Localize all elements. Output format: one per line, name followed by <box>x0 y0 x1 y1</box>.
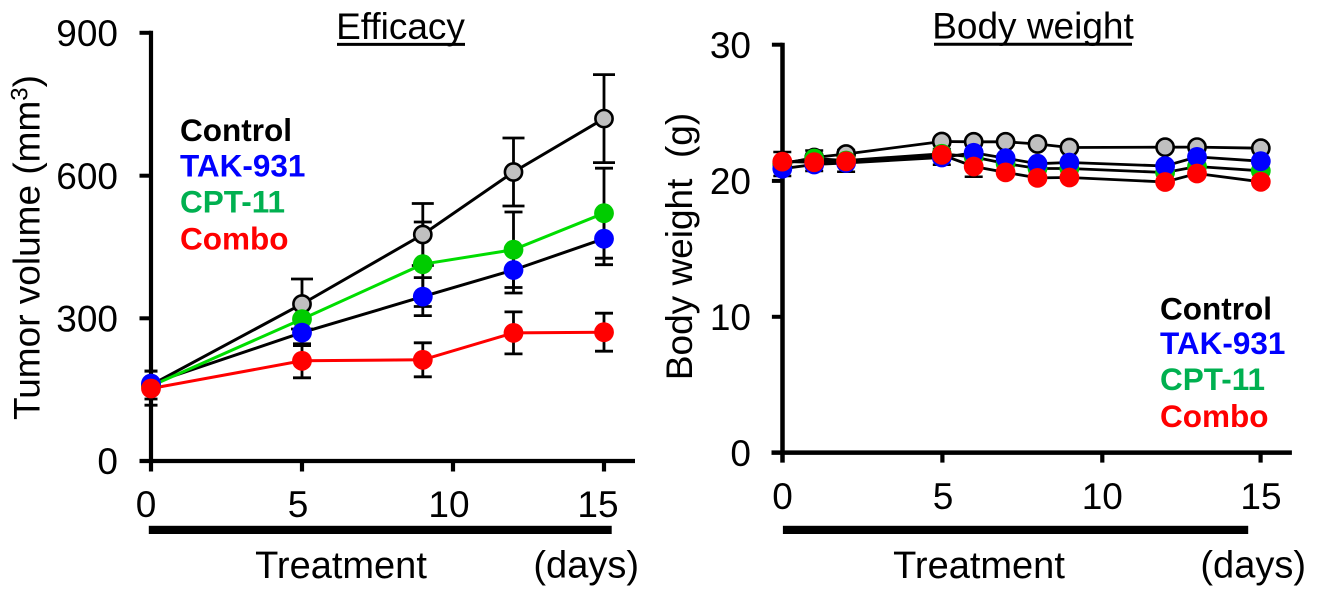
svg-text:(days): (days) <box>533 545 639 587</box>
svg-text:0: 0 <box>772 476 793 517</box>
svg-text:Control: Control <box>1160 291 1272 327</box>
svg-text:Body weight (g): Body weight (g) <box>659 113 700 380</box>
svg-text:Combo: Combo <box>180 220 288 256</box>
svg-text:15: 15 <box>1240 476 1281 517</box>
svg-text:10: 10 <box>710 297 751 338</box>
svg-text:TAK-931: TAK-931 <box>180 148 305 184</box>
svg-text:900: 900 <box>56 13 118 54</box>
svg-text:5: 5 <box>933 476 954 517</box>
svg-text:10: 10 <box>1082 476 1123 517</box>
svg-text:Tumor volume (mm3): Tumor volume (mm3) <box>7 75 48 420</box>
svg-text:0: 0 <box>730 433 751 474</box>
svg-text:Body weight: Body weight <box>932 6 1134 47</box>
svg-text:Efficacy: Efficacy <box>336 6 465 47</box>
svg-text:15: 15 <box>577 484 618 525</box>
svg-text:CPT-11: CPT-11 <box>1160 361 1265 397</box>
svg-text:0: 0 <box>97 441 118 482</box>
svg-text:TAK-931: TAK-931 <box>1160 325 1285 361</box>
svg-text:CPT-11: CPT-11 <box>180 183 285 219</box>
svg-text:300: 300 <box>56 299 118 340</box>
svg-text:5: 5 <box>288 484 309 525</box>
svg-text:10: 10 <box>428 484 469 525</box>
svg-text:0: 0 <box>136 484 157 525</box>
svg-text:Treatment: Treatment <box>893 545 1065 587</box>
svg-text:Combo: Combo <box>1160 398 1268 434</box>
svg-text:Treatment: Treatment <box>255 545 427 587</box>
svg-text:600: 600 <box>56 156 118 197</box>
svg-text:30: 30 <box>710 25 751 66</box>
svg-text:(days): (days) <box>1200 545 1306 587</box>
svg-text:20: 20 <box>710 161 751 202</box>
svg-text:Control: Control <box>180 112 292 148</box>
